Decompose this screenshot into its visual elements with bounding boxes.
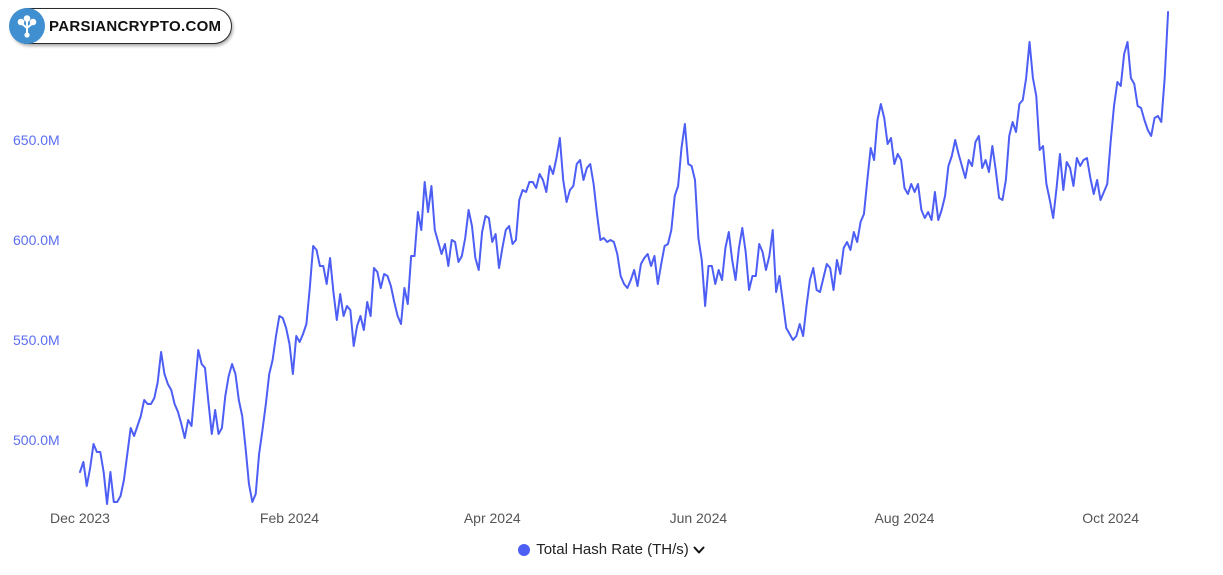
chevron-down-icon[interactable] [693, 545, 705, 555]
tree-network-icon [9, 8, 45, 44]
y-axis-labels: 500.0M 550.0M 600.0M 650.0M [13, 132, 60, 448]
legend-label: Total Hash Rate (TH/s) [536, 541, 689, 558]
y-tick-label: 650.0M [13, 132, 60, 148]
legend-item-total-hash-rate[interactable]: Total Hash Rate (TH/s) [518, 541, 705, 558]
series-line-total-hash-rate [79, 11, 1170, 505]
x-tick-label: Aug 2024 [875, 510, 935, 526]
x-tick-label: Jun 2024 [670, 510, 728, 526]
watermark: PARSIANCRYPTO.COM [9, 8, 233, 44]
y-tick-label: 500.0M [13, 432, 60, 448]
x-tick-label: Feb 2024 [260, 510, 319, 526]
x-tick-label: Dec 2023 [50, 510, 110, 526]
y-tick-label: 600.0M [13, 232, 60, 248]
x-tick-label: Apr 2024 [464, 510, 521, 526]
x-axis-labels: Dec 2023 Feb 2024 Apr 2024 Jun 2024 Aug 2024… [50, 510, 1139, 526]
y-tick-label: 550.0M [13, 332, 60, 348]
watermark-text: PARSIANCRYPTO.COM [49, 17, 222, 35]
legend-swatch [518, 543, 531, 556]
x-tick-label: Oct 2024 [1082, 510, 1139, 526]
chart-legend: Total Hash Rate (TH/s) [0, 541, 1223, 558]
